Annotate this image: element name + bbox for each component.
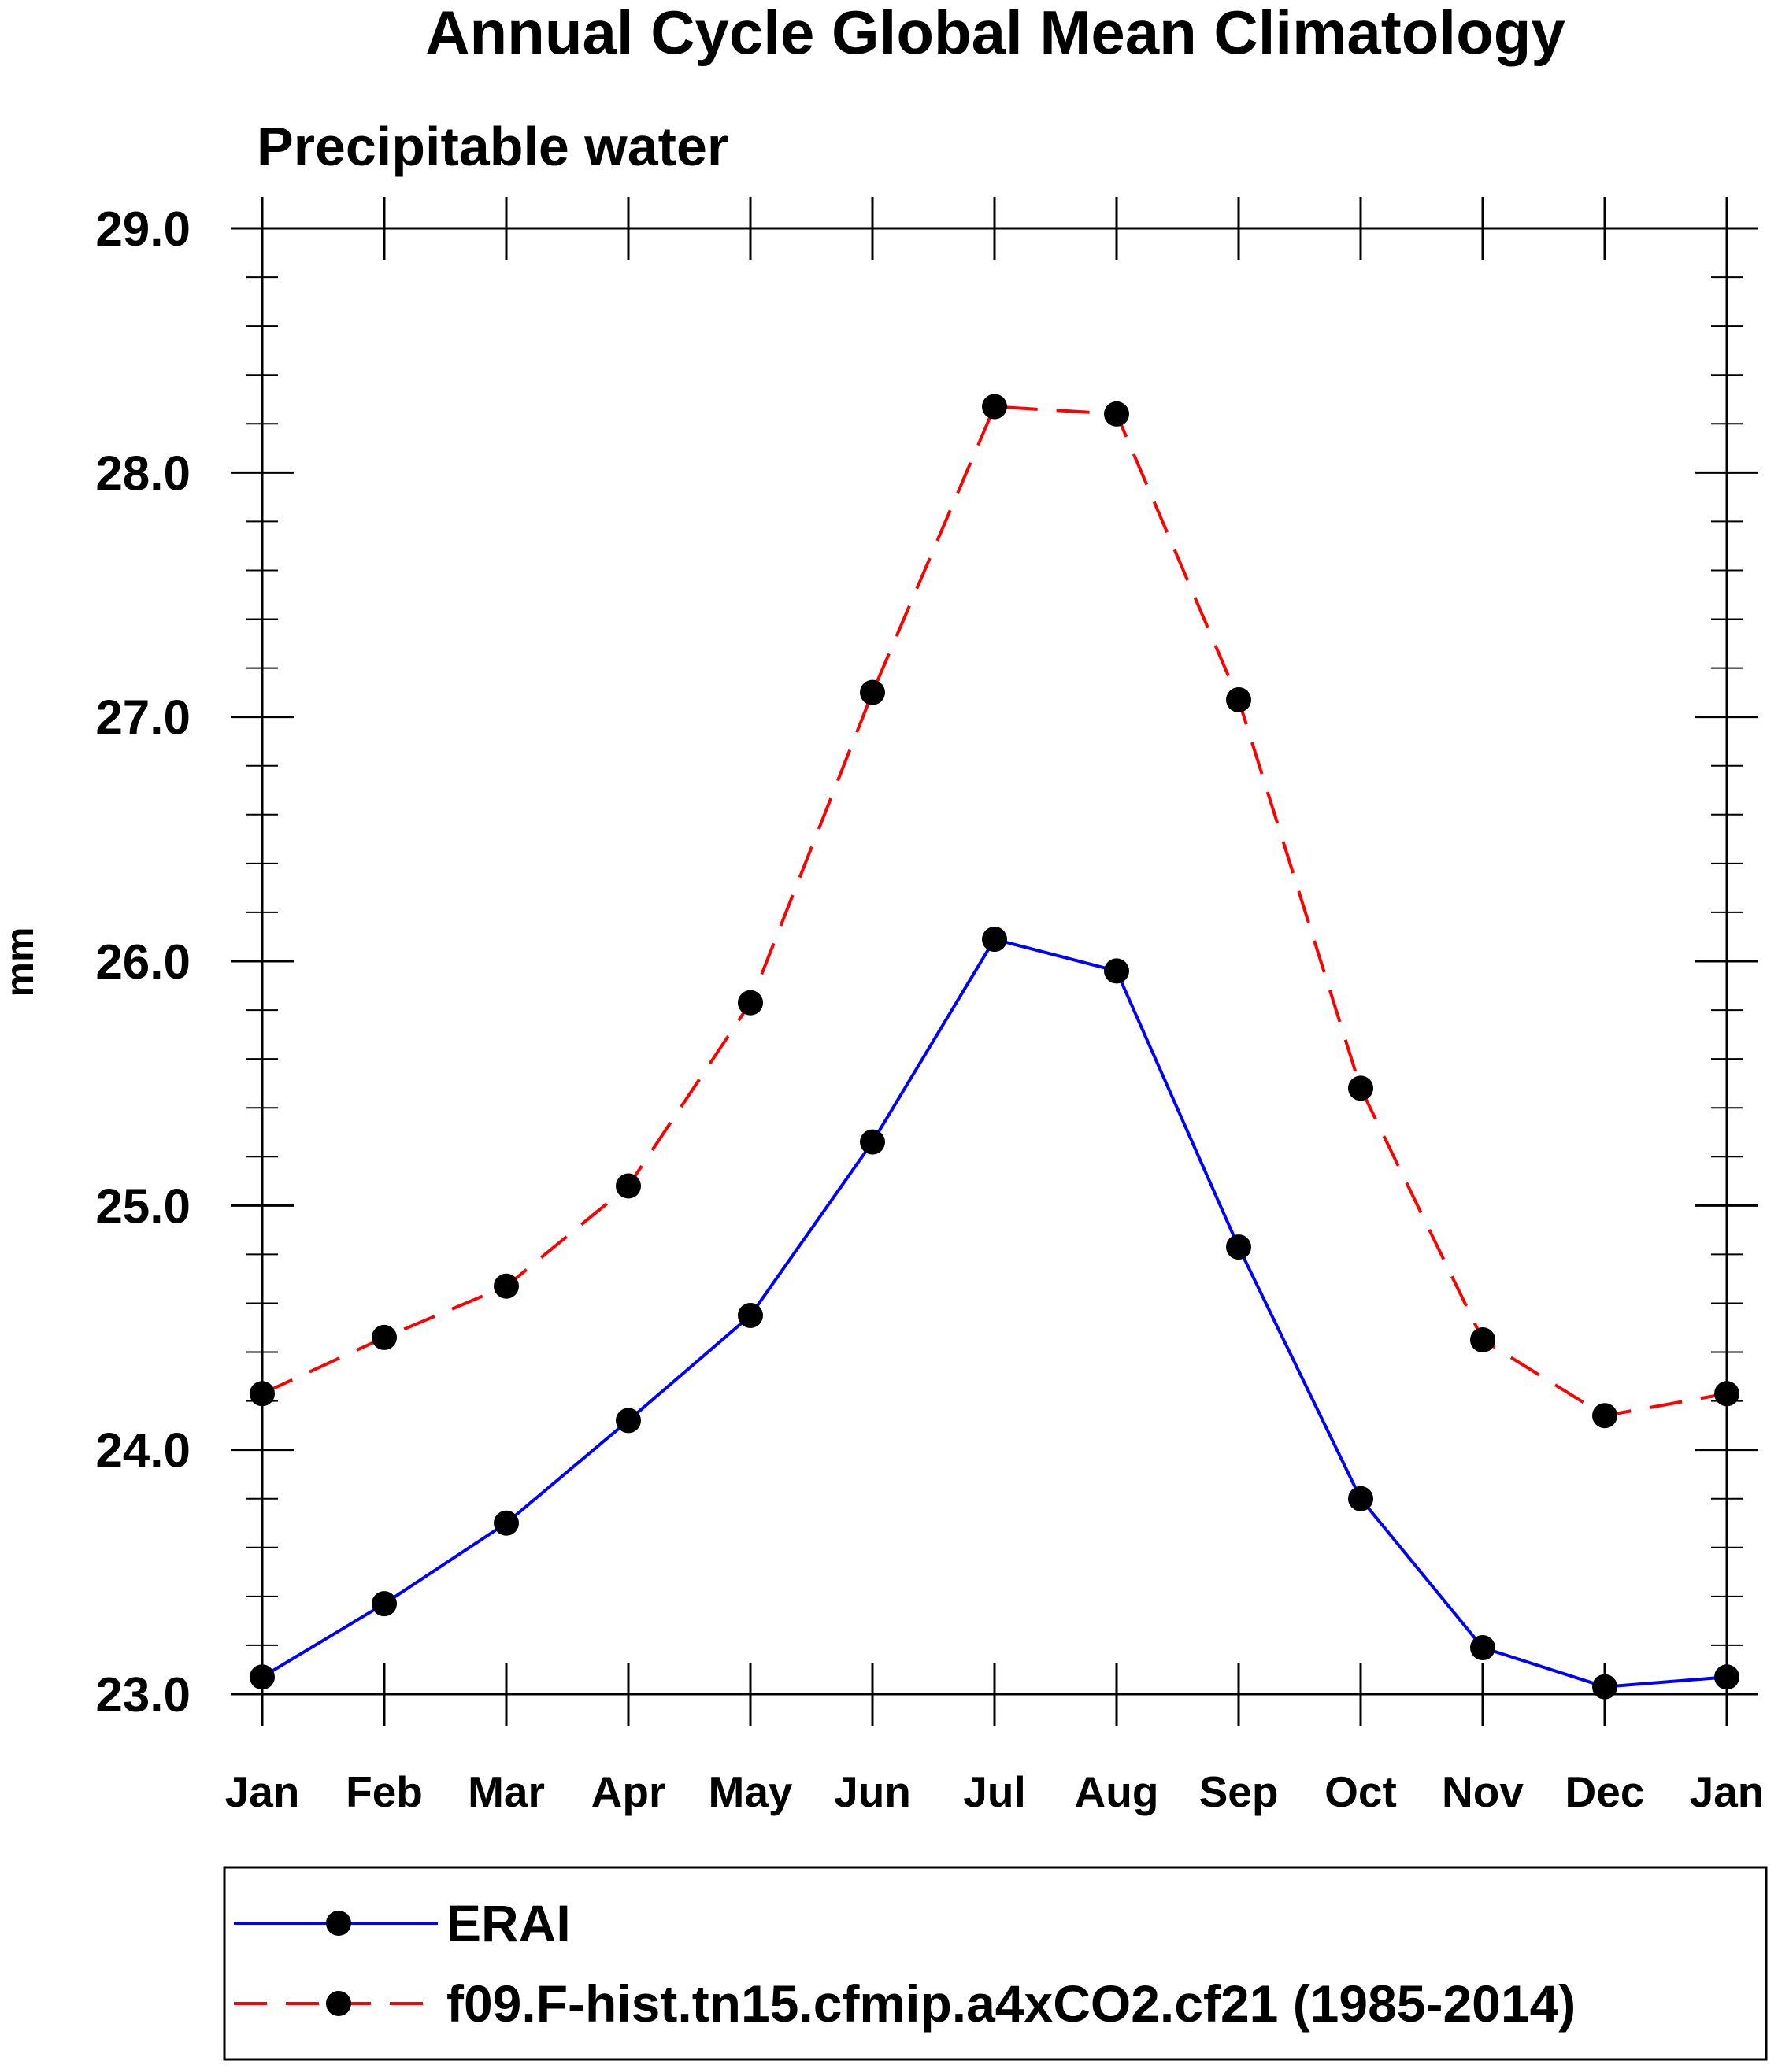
y-tick-label: 24.0: [95, 1424, 191, 1478]
data-point: [860, 1129, 885, 1155]
x-tick-label: Jan: [1690, 1767, 1765, 1816]
data-point: [1592, 1403, 1617, 1429]
y-tick-label: 26.0: [95, 935, 191, 990]
plot-frame: [261, 227, 1728, 1696]
series-line: [261, 937, 1728, 1689]
x-tick-label: Aug: [1075, 1767, 1159, 1816]
chart-title: Annual Cycle Global Mean Climatology: [425, 0, 1565, 67]
data-point: [494, 1510, 519, 1536]
x-tick-label: Jul: [963, 1767, 1025, 1816]
legend-label: ERAI: [446, 1894, 571, 1952]
x-tick-label: Jun: [834, 1767, 911, 1816]
data-point: [982, 394, 1007, 420]
x-tick-label: Apr: [591, 1767, 666, 1816]
data-point: [738, 990, 763, 1016]
y-axis-label: mm: [0, 927, 42, 997]
x-tick-label: Oct: [1324, 1767, 1397, 1816]
data-point: [738, 1302, 763, 1328]
data-point: [1226, 686, 1251, 712]
data-point: [372, 1591, 397, 1617]
data-point: [982, 927, 1007, 953]
data-point: [372, 1324, 397, 1350]
data-point: [494, 1273, 519, 1299]
data-point: [616, 1408, 641, 1434]
data-point: [860, 679, 885, 705]
x-tick-label: Nov: [1442, 1767, 1524, 1816]
data-point: [1104, 401, 1129, 427]
x-tick-label: Sep: [1199, 1767, 1279, 1816]
data-point: [1348, 1486, 1373, 1511]
y-tick-label: 25.0: [95, 1179, 191, 1234]
x-tick-label: May: [709, 1767, 793, 1816]
plot-area: 23.0 24.0 25.0 26.0 27.0 28.0 29.0 Jan Feb Mar Ap…: [95, 197, 1764, 1816]
data-point: [1226, 1234, 1251, 1260]
data-point: [1348, 1075, 1373, 1101]
data-point: [250, 1381, 275, 1407]
data-point: [1714, 1664, 1739, 1690]
data-point: [616, 1173, 641, 1199]
series-layer: [250, 394, 1739, 1700]
y-tick-label: 29.0: [95, 202, 191, 257]
y-tick-label: 23.0: [95, 1668, 191, 1722]
y-tick-label: 28.0: [95, 446, 191, 501]
series-line: [261, 405, 1728, 1418]
data-point: [1470, 1635, 1495, 1661]
legend-marker: [326, 1991, 351, 2016]
chart-subtitle: Precipitable water: [257, 116, 728, 177]
legend: ERAI f09.F-hist.tn15.cfmip.a4xCO2.cf21 (1…: [223, 1866, 1768, 2061]
legend-marker: [326, 1911, 351, 1936]
x-tick-labels: Jan Feb Mar Apr May Jun Jul Aug Sep Oct Nov Dec Jan: [225, 1767, 1765, 1816]
x-tick-label: Feb: [346, 1767, 423, 1816]
legend-label: f09.F-hist.tn15.cfmip.a4xCO2.cf21 (1985-…: [446, 1974, 1576, 2033]
legend-items: ERAI f09.F-hist.tn15.cfmip.a4xCO2.cf21 (1…: [234, 1894, 1576, 2033]
data-point: [1592, 1674, 1617, 1700]
x-tick-label: Mar: [468, 1767, 545, 1816]
data-point: [1104, 958, 1129, 984]
y-tick-labels: 23.0 24.0 25.0 26.0 27.0 28.0 29.0: [95, 202, 191, 1722]
legend-box: [223, 1866, 1768, 2061]
data-point: [1470, 1327, 1495, 1353]
data-point: [250, 1664, 275, 1690]
axis-ticks: [231, 197, 1758, 1726]
data-point: [1714, 1381, 1739, 1407]
x-tick-label: Dec: [1565, 1767, 1645, 1816]
x-tick-label: Jan: [225, 1767, 300, 1816]
y-tick-label: 27.0: [95, 691, 191, 746]
